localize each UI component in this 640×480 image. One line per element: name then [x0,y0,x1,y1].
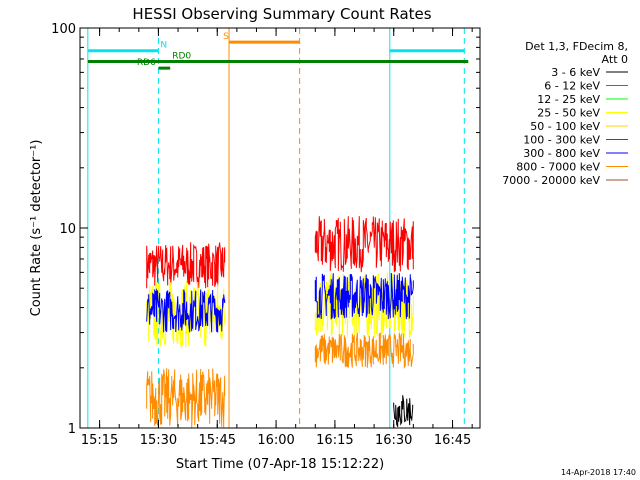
y-axis-label: Count Rate (s⁻¹ detector⁻¹) [29,140,44,317]
chart-title: HESSI Observing Summary Count Rates [132,5,431,23]
y-tick-label: 1 [68,422,76,437]
x-tick-label: 16:45 [434,433,471,448]
timestamp-label: 14-Apr-2018 17:40 [561,468,636,477]
x-tick-label: 15:15 [81,433,118,448]
flag-label: RD6 [137,58,156,68]
y-tick-label: 10 [59,222,76,237]
x-tick-label: 16:30 [375,433,412,448]
flag-label: S [223,32,229,42]
legend-header: Att 0 [602,53,628,66]
legend-label: 25 - 50 keV [537,107,600,120]
series-trace [146,368,226,428]
series-trace [314,272,414,320]
x-tick-label: 16:15 [316,433,353,448]
x-tick-label: 15:45 [199,433,236,448]
x-tick-label: 16:00 [257,433,294,448]
legend-label: 50 - 100 keV [530,120,600,133]
legend-label: 100 - 300 keV [523,134,600,147]
x-tick-label: 15:30 [140,433,177,448]
legend-label: 12 - 25 keV [537,93,600,106]
y-tick-label: 100 [51,22,76,37]
legend-label: 300 - 800 keV [523,147,600,160]
legend-label: 800 - 7000 keV [516,161,600,174]
legend-label: 7000 - 20000 keV [502,174,600,187]
x-axis-label: Start Time (07-Apr-18 15:12:22) [176,457,384,472]
series-trace [393,395,414,427]
series-trace [146,288,226,333]
flag-label: N [160,41,167,51]
flag-label: RD0 [172,51,191,61]
legend-label: 3 - 6 keV [551,66,600,79]
legend-label: 6 - 12 keV [544,80,600,93]
series-trace [314,216,414,273]
legend-header: Det 1,3, FDecim 8, [525,40,628,53]
series-trace [146,242,226,289]
series-trace [314,332,414,369]
